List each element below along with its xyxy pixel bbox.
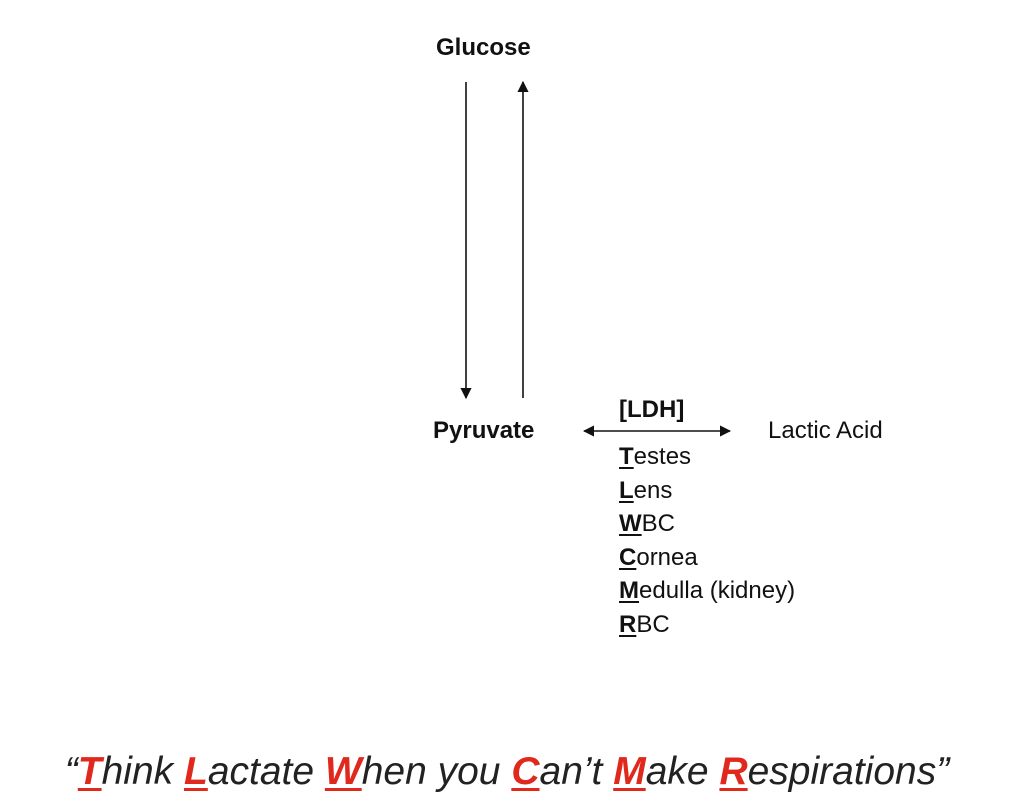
mnemonic-word-rest: hen you: [361, 750, 512, 793]
glucose-label: Glucose: [436, 34, 531, 61]
tissue-item-lens: Lens: [619, 474, 795, 508]
mnemonic-initial: C: [511, 750, 540, 793]
tissue-item-testes: Testes: [619, 440, 795, 474]
tissue-rest: BC: [636, 610, 670, 638]
mnemonic-initial: T: [77, 750, 102, 793]
mnemonic-word-rest: an’t: [539, 750, 614, 793]
tissue-rest: edulla (kidney): [639, 577, 796, 605]
mnemonic-sentence: “Think Lactate When you Can’t Make Respi…: [0, 750, 1014, 794]
mnemonic-word-rest: hink: [101, 750, 184, 793]
pyruvate-label: Pyruvate: [433, 417, 535, 444]
mnemonic-initial: R: [719, 750, 748, 793]
tissue-rest: estes: [633, 443, 692, 470]
tissue-initial: T: [619, 443, 634, 470]
mnemonic-initial: W: [324, 750, 362, 793]
mnemonic-word-rest: ake: [645, 750, 720, 793]
mnemonic-close-quote: ”: [936, 750, 950, 793]
tissue-item-cornea: Cornea: [619, 541, 795, 575]
tissue-item-wbc: WBC: [619, 507, 795, 541]
tissue-initial: R: [619, 610, 637, 638]
lactic-acid-label: Lactic Acid: [768, 417, 883, 444]
tissue-initial: M: [619, 577, 639, 605]
mnemonic-word-rest: espirations: [747, 750, 937, 793]
tissue-rest: ens: [633, 476, 673, 504]
ldh-tissue-list: Testes Lens WBC Cornea Medulla (kidney) …: [619, 440, 795, 642]
tissue-item-medulla: Medulla (kidney): [619, 574, 795, 608]
mnemonic-word-rest: actate: [207, 750, 325, 793]
tissue-initial: C: [619, 543, 637, 571]
tissue-initial: L: [619, 476, 634, 504]
mnemonic-initial: L: [183, 750, 208, 793]
tissue-rest: BC: [641, 510, 675, 538]
ldh-enzyme-label: [LDH]: [619, 396, 685, 423]
mnemonic-open-quote: “: [64, 750, 78, 793]
tissue-item-rbc: RBC: [619, 608, 795, 642]
mnemonic-initial: M: [613, 750, 646, 793]
tissue-initial: W: [619, 510, 642, 538]
tissue-rest: ornea: [636, 543, 698, 571]
